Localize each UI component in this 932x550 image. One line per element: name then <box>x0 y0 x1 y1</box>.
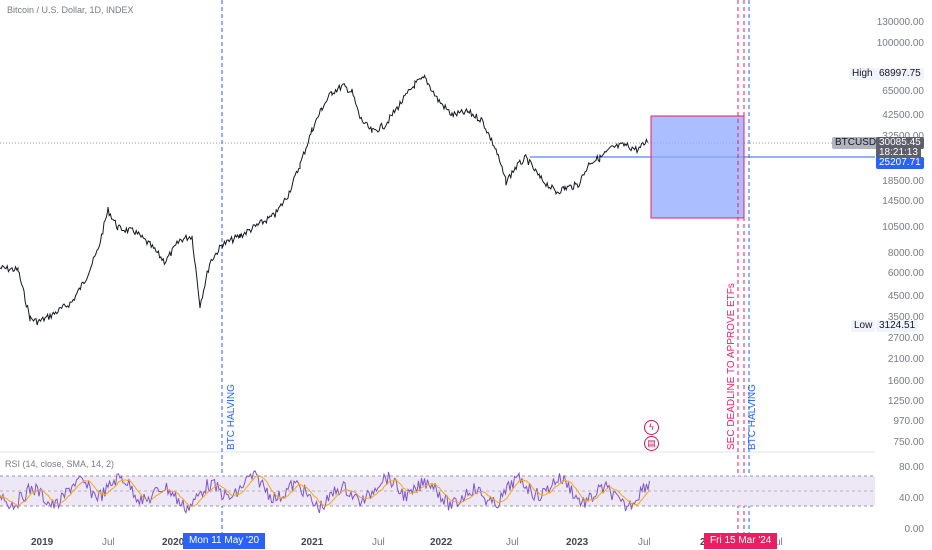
rsi-axis-40: 40.00 <box>898 493 924 504</box>
time-axis-tick: 2023 <box>566 537 589 548</box>
time-axis-tick: 2021 <box>301 537 324 548</box>
time-axis-tick: Jul <box>506 537 519 548</box>
price-axis-tick: 10500.00 <box>882 222 924 233</box>
low-label: Low <box>851 320 876 332</box>
price-axis-tick: 4500.00 <box>887 291 924 302</box>
level-tag: 25207.71 <box>876 157 924 169</box>
rsi-axis-80: 80.00 <box>898 462 924 473</box>
price-axis-tick: 100000.00 <box>876 38 924 49</box>
sec-deadline-label: SEC DEADLINE TO APPROVE ETFs <box>726 283 737 450</box>
time-axis-tick: Jul <box>638 537 651 548</box>
date-badge-left: Mon 11 May '20 <box>183 533 266 549</box>
time-axis-tick: Jul <box>372 537 385 548</box>
last-price-tag: 30085.45 <box>876 137 924 149</box>
price-axis-tick: 130000.00 <box>876 17 924 28</box>
rsi-line <box>0 470 650 515</box>
rsi-band <box>0 476 875 506</box>
price-axis-tick: 32500.00 <box>882 131 924 142</box>
price-axis-tick: 65000.00 <box>882 86 924 97</box>
price-axis-tick: 2700.00 <box>887 333 924 344</box>
price-axis-tick: 750.00 <box>893 437 924 448</box>
date-badge-right: Fri 15 Mar '24 <box>704 533 778 549</box>
price-axis-tick: 970.00 <box>893 416 924 427</box>
projection-box <box>650 115 745 219</box>
price-axis-tick: 8000.00 <box>887 248 924 259</box>
rsi-axis-0: 0.00 <box>904 524 924 535</box>
chart-title[interactable]: Bitcoin / U.S. Dollar, 1D, INDEX <box>7 5 134 15</box>
rsi-title[interactable]: RSI (14, close, SMA, 14, 2) <box>5 459 115 469</box>
price-axis-tick: 3500.00 <box>887 312 924 323</box>
price-axis-tick: 18500.00 <box>882 176 924 187</box>
halving-2020-label: BTC HALVING <box>226 384 237 450</box>
high-label: High <box>849 68 876 80</box>
countdown-tag: 18:21:13 <box>876 147 921 159</box>
low-value: 3124.51 <box>876 320 919 332</box>
lightning-icon[interactable]: ϟ <box>644 420 659 435</box>
us-flag-icon[interactable]: ▤ <box>644 436 659 451</box>
time-axis-tick: Jul <box>102 537 115 548</box>
symbol-tag[interactable]: BTCUSD <box>832 137 880 149</box>
time-axis-tick: 2020 <box>162 537 185 548</box>
price-axis-tick: 1250.00 <box>887 396 924 407</box>
price-axis-tick: 6000.00 <box>887 268 924 279</box>
price-axis-tick: 42500.00 <box>882 110 924 121</box>
time-axis-tick: 2019 <box>31 537 54 548</box>
price-series <box>0 74 649 326</box>
halving-2024-label: BTC HALVING <box>747 384 758 450</box>
price-axis-tick: 14500.00 <box>882 196 924 207</box>
time-axis-tick: 2022 <box>430 537 453 548</box>
price-line <box>0 74 649 326</box>
high-value: 68997.75 <box>876 68 924 80</box>
price-axis-tick: 2100.00 <box>887 354 924 365</box>
rsi-series <box>0 470 650 515</box>
price-axis-tick: 1600.00 <box>887 376 924 387</box>
rsi-sma-line <box>0 474 650 508</box>
